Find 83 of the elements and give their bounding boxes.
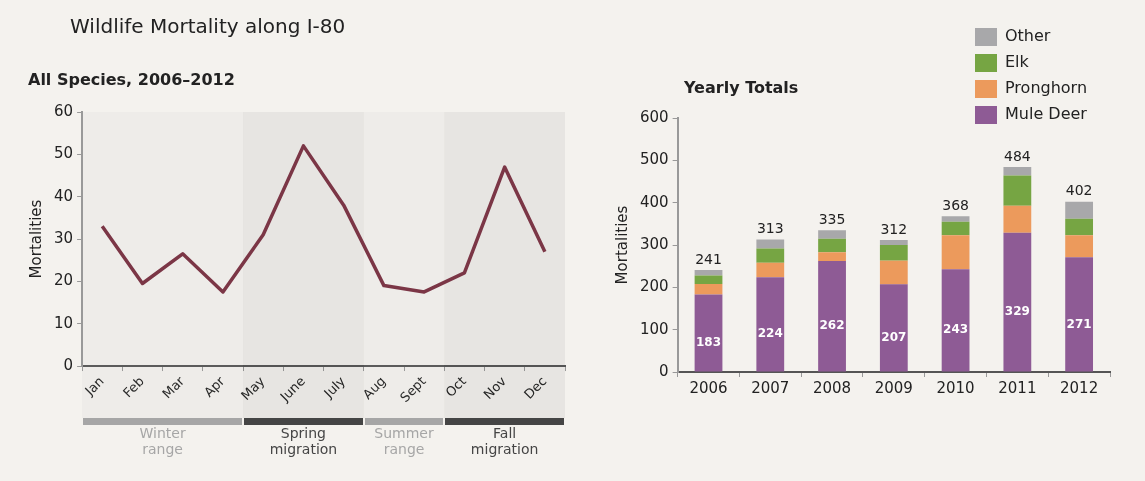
band-label: Winter range — [139, 424, 186, 457]
y-tick-label: 30 — [53, 228, 74, 247]
bar — [756, 277, 785, 372]
bar — [756, 262, 785, 278]
x-tick-label: Oct — [442, 373, 469, 400]
x-tick-label: Dec — [520, 373, 550, 402]
y-tick-label: 200 — [639, 277, 669, 296]
bar — [879, 260, 908, 285]
bar — [1003, 205, 1032, 233]
x-tick-label: 2006 — [689, 378, 728, 397]
x-tick-label: Nov — [480, 373, 510, 403]
y-tick-label: 100 — [639, 319, 669, 338]
data-label: 224 — [757, 326, 783, 341]
chart-title: Wildlife Mortality along I-80 — [70, 14, 346, 38]
bar — [941, 221, 970, 236]
data-label: 271 — [1066, 316, 1092, 331]
y-tick-label: 400 — [639, 192, 669, 211]
data-label: 183 — [695, 335, 722, 350]
bar — [1065, 235, 1094, 258]
x-tick-label: 2011 — [998, 378, 1037, 397]
y-tick-label: 300 — [639, 234, 669, 253]
y-tick-label: 20 — [53, 271, 74, 290]
bar — [756, 248, 785, 263]
x-tick-label: Aug — [359, 373, 389, 403]
band-label: Fall migration — [470, 424, 539, 457]
x-tick-label: Feb — [120, 373, 147, 401]
x-tick-label: 2010 — [936, 378, 975, 397]
bar — [941, 269, 970, 372]
bar — [879, 284, 908, 372]
x-tick-label: Apr — [200, 373, 228, 400]
chart-subtitle: All Species, 2006–2012 — [28, 70, 235, 89]
bar — [1003, 232, 1032, 372]
y-tick-label: 0 — [63, 355, 74, 374]
bar — [1003, 167, 1032, 176]
bar — [694, 283, 723, 295]
total-label: 402 — [1065, 182, 1093, 199]
bar — [1065, 218, 1094, 236]
total-label: 313 — [756, 220, 784, 237]
data-label: 329 — [1004, 304, 1030, 319]
x-tick-label: 2012 — [1060, 378, 1099, 397]
y-axis-title: Mortalities — [26, 199, 45, 279]
y-axis-title: Mortalities — [612, 205, 631, 285]
band-label: Spring migration — [269, 424, 338, 457]
legend-label: Mule Deer — [1005, 104, 1088, 124]
y-tick-label: 0 — [659, 361, 669, 380]
y-tick-label: 600 — [639, 107, 669, 126]
total-label: 241 — [695, 250, 722, 267]
y-tick-label: 50 — [53, 144, 74, 163]
bar — [818, 261, 846, 372]
data-label: 262 — [819, 318, 845, 333]
x-tick-label: Jan — [81, 373, 107, 399]
y-tick-label: 60 — [53, 101, 74, 120]
total-label: 484 — [1003, 147, 1031, 164]
bar — [941, 235, 970, 270]
y-tick-label: 10 — [53, 313, 74, 332]
bar — [818, 238, 846, 253]
legend-label: Other — [1005, 26, 1051, 46]
x-tick-label: 2007 — [751, 378, 790, 397]
bar — [1003, 175, 1032, 206]
legend-label: Elk — [1005, 52, 1030, 72]
total-label: 312 — [880, 220, 908, 237]
band-label: Summer range — [374, 424, 434, 457]
x-tick-label: 2009 — [874, 378, 913, 397]
total-label: 335 — [818, 210, 846, 227]
bar — [694, 275, 723, 284]
y-tick-label: 40 — [53, 186, 74, 205]
bar — [818, 252, 846, 262]
bar — [756, 239, 785, 249]
bar — [694, 294, 723, 372]
data-label: 207 — [881, 330, 907, 345]
x-tick-label: 2008 — [812, 378, 852, 397]
y-tick-label: 500 — [639, 150, 669, 169]
total-label: 368 — [942, 196, 969, 213]
data-label: 243 — [943, 322, 969, 337]
bar — [879, 239, 908, 245]
legend-label: Pronghorn — [1005, 78, 1088, 98]
bar — [941, 216, 970, 222]
bar — [1065, 201, 1094, 219]
x-tick-label: Mar — [159, 373, 188, 402]
bar — [818, 230, 846, 239]
bar — [1065, 257, 1094, 372]
bar — [879, 245, 908, 261]
chart-title: Yearly Totals — [684, 78, 799, 97]
